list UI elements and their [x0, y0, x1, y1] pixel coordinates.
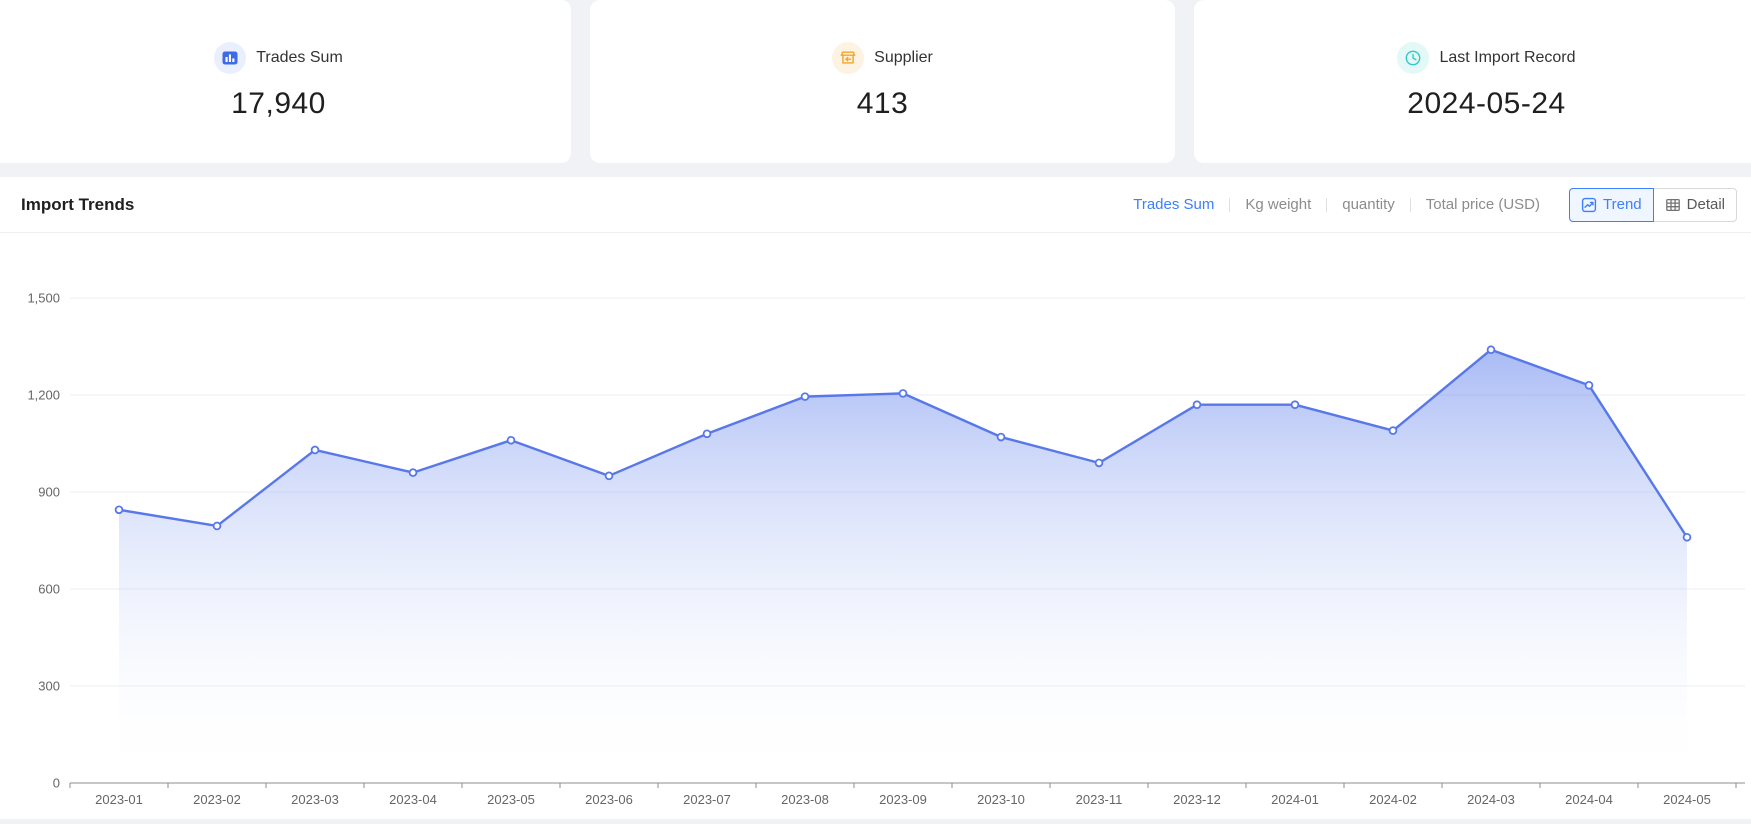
y-axis-label: 600: [38, 582, 60, 597]
tab-separator: [1409, 197, 1411, 212]
card-value: 413: [856, 87, 909, 120]
card-label: Trades Sum: [256, 49, 343, 66]
x-axis-label: 2023-12: [1173, 792, 1221, 807]
card-label: Supplier: [874, 49, 933, 66]
data-point-2023-08[interactable]: [800, 392, 810, 401]
data-point-2024-05[interactable]: [1682, 532, 1692, 542]
clock-icon: [1397, 42, 1430, 74]
page-title: Import Trends: [21, 194, 135, 214]
y-axis-label: 1,500: [27, 291, 60, 306]
card-last-import-header: Last Import Record: [1397, 42, 1576, 74]
bar-chart-icon: [214, 42, 247, 74]
x-axis-label: 2024-05: [1663, 792, 1711, 807]
data-point-2023-11[interactable]: [1094, 458, 1104, 468]
x-axis-label: 2023-05: [487, 792, 535, 807]
metric-tabs: Trades Sum Kg weight quantity Total price (…: [1118, 196, 1555, 213]
tab-trades-sum[interactable]: Trades Sum: [1133, 196, 1215, 213]
stat-cards-row: Trades Sum 17,940 Supplier 413: [0, 0, 1751, 163]
data-point-2024-04[interactable]: [1584, 381, 1594, 390]
data-point-2023-01[interactable]: [114, 505, 124, 515]
x-axis-label: 2024-02: [1369, 792, 1417, 807]
y-axis-label: 0: [53, 776, 60, 791]
x-axis-label: 2024-04: [1565, 792, 1613, 807]
tab-kg-weight[interactable]: Kg weight: [1245, 196, 1312, 213]
x-axis-label: 2023-03: [291, 792, 339, 807]
x-axis-label: 2023-02: [193, 792, 241, 807]
x-axis-label: 2023-01: [95, 792, 143, 807]
section-header: Import Trends Trades Sum Kg weight quantit…: [0, 177, 1751, 233]
trend-area: [119, 349, 1687, 783]
card-label: Last Import Record: [1439, 49, 1576, 66]
import-trends-section: Import Trends Trades Sum Kg weight quantit…: [0, 177, 1751, 819]
x-axis-label: 2023-07: [683, 792, 731, 807]
import-trends-chart: 0 300 600 900 1,200 1,500 2023-01 2023-02 2023-0…: [27, 291, 1745, 807]
card-supplier-header: Supplier: [832, 42, 933, 74]
card-trades-sum: Trades Sum 17,940: [0, 0, 571, 163]
data-point-2024-01[interactable]: [1290, 400, 1300, 410]
data-point-2023-09[interactable]: [898, 389, 908, 398]
x-axis-label: 2024-03: [1467, 792, 1515, 807]
tab-separator: [1229, 197, 1231, 212]
trend-chart-container[interactable]: 0 300 600 900 1,200 1,500 2023-01 2023-02 2023-0…: [0, 233, 1751, 819]
data-point-2023-02[interactable]: [212, 521, 222, 531]
view-toggle-group: Trend Detail: [1569, 187, 1737, 222]
data-point-2023-12[interactable]: [1192, 400, 1202, 410]
y-axis-label: 1,200: [27, 388, 60, 403]
data-point-2024-03[interactable]: [1486, 345, 1496, 355]
x-axis-label: 2023-09: [879, 792, 927, 807]
trend-chart-icon: [1581, 197, 1597, 213]
card-last-import-record: Last Import Record 2024-05-24: [1194, 0, 1751, 163]
detail-button[interactable]: Detail: [1653, 187, 1737, 222]
x-axis-label: 2023-08: [781, 792, 829, 807]
x-axis-label: 2023-04: [389, 792, 437, 807]
store-icon: [832, 42, 865, 74]
tab-separator: [1326, 197, 1328, 212]
x-axis-label: 2023-06: [585, 792, 633, 807]
y-axis-label: 300: [38, 679, 60, 694]
x-axis-label: 2024-01: [1271, 792, 1319, 807]
detail-button-label: Detail: [1686, 196, 1725, 213]
data-point-2023-10[interactable]: [996, 432, 1006, 442]
card-value: 17,940: [231, 87, 326, 120]
card-trades-sum-header: Trades Sum: [214, 42, 343, 74]
tab-total-price-usd[interactable]: Total price (USD): [1425, 196, 1540, 213]
trend-button-label: Trend: [1603, 196, 1642, 213]
data-point-2023-04[interactable]: [408, 468, 418, 477]
x-axis-label: 2023-10: [977, 792, 1025, 807]
card-value: 2024-05-24: [1407, 87, 1566, 120]
x-axis-label: 2023-11: [1076, 792, 1123, 807]
data-point-2023-06[interactable]: [604, 471, 614, 481]
card-supplier: Supplier 413: [590, 0, 1175, 163]
data-point-2023-03[interactable]: [310, 445, 320, 455]
data-point-2024-02[interactable]: [1388, 426, 1398, 435]
trend-button[interactable]: Trend: [1569, 187, 1654, 222]
table-icon: [1665, 197, 1681, 213]
tab-quantity[interactable]: quantity: [1342, 196, 1395, 213]
data-point-2023-07[interactable]: [702, 429, 712, 439]
y-axis-label: 900: [38, 485, 60, 500]
data-point-2023-05[interactable]: [506, 435, 516, 445]
